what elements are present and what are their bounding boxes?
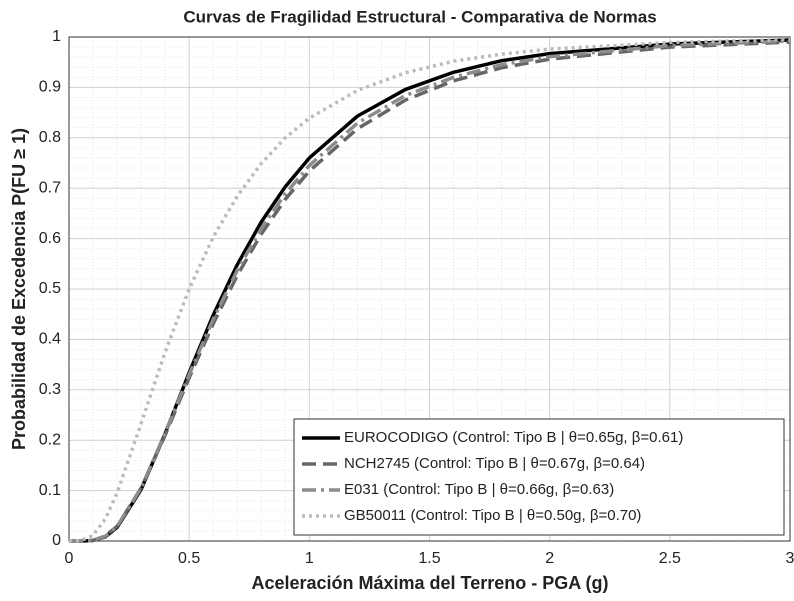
y-tick-label: 0.4 bbox=[39, 331, 61, 348]
y-axis-label: Probabilidad de Excedencia P(FU ≥ 1) bbox=[9, 128, 29, 450]
legend-label: E031 (Control: Tipo B | θ=0.66g, β=0.63) bbox=[344, 481, 614, 498]
legend-label: EUROCODIGO (Control: Tipo B | θ=0.65g, β… bbox=[344, 429, 683, 446]
x-tick-label: 0.5 bbox=[178, 550, 200, 567]
x-tick-label: 2 bbox=[545, 550, 554, 567]
y-tick-label: 0.5 bbox=[39, 280, 61, 297]
legend-label: NCH2745 (Control: Tipo B | θ=0.67g, β=0.… bbox=[344, 455, 645, 472]
x-tick-label: 0 bbox=[65, 550, 74, 567]
y-tick-label: 1 bbox=[52, 28, 61, 45]
y-tick-label: 0.8 bbox=[39, 129, 61, 146]
x-tick-label: 2.5 bbox=[659, 550, 681, 567]
y-tick-label: 0 bbox=[52, 532, 61, 549]
legend-label: GB50011 (Control: Tipo B | θ=0.50g, β=0.… bbox=[344, 507, 641, 524]
y-tick-label: 0.6 bbox=[39, 230, 61, 247]
legend-box bbox=[293, 418, 785, 536]
series-line bbox=[68, 37, 791, 543]
chart-title: Curvas de Fragilidad Estructural - Compa… bbox=[183, 7, 656, 26]
y-tick-label: 0.7 bbox=[39, 179, 61, 196]
x-axis-label: Aceleración Máxima del Terreno - PGA (g) bbox=[251, 573, 608, 593]
y-tick-label: 0.3 bbox=[39, 381, 61, 398]
y-tick-label: 0.9 bbox=[39, 79, 61, 96]
x-tick-label: 1.5 bbox=[418, 550, 440, 567]
plot-frame bbox=[68, 36, 791, 542]
y-tick-label: 0.1 bbox=[39, 482, 61, 499]
x-tick-label: 3 bbox=[786, 550, 794, 567]
x-tick-label: 1 bbox=[305, 550, 314, 567]
y-tick-label: 0.2 bbox=[39, 431, 61, 448]
series-line bbox=[69, 39, 791, 543]
